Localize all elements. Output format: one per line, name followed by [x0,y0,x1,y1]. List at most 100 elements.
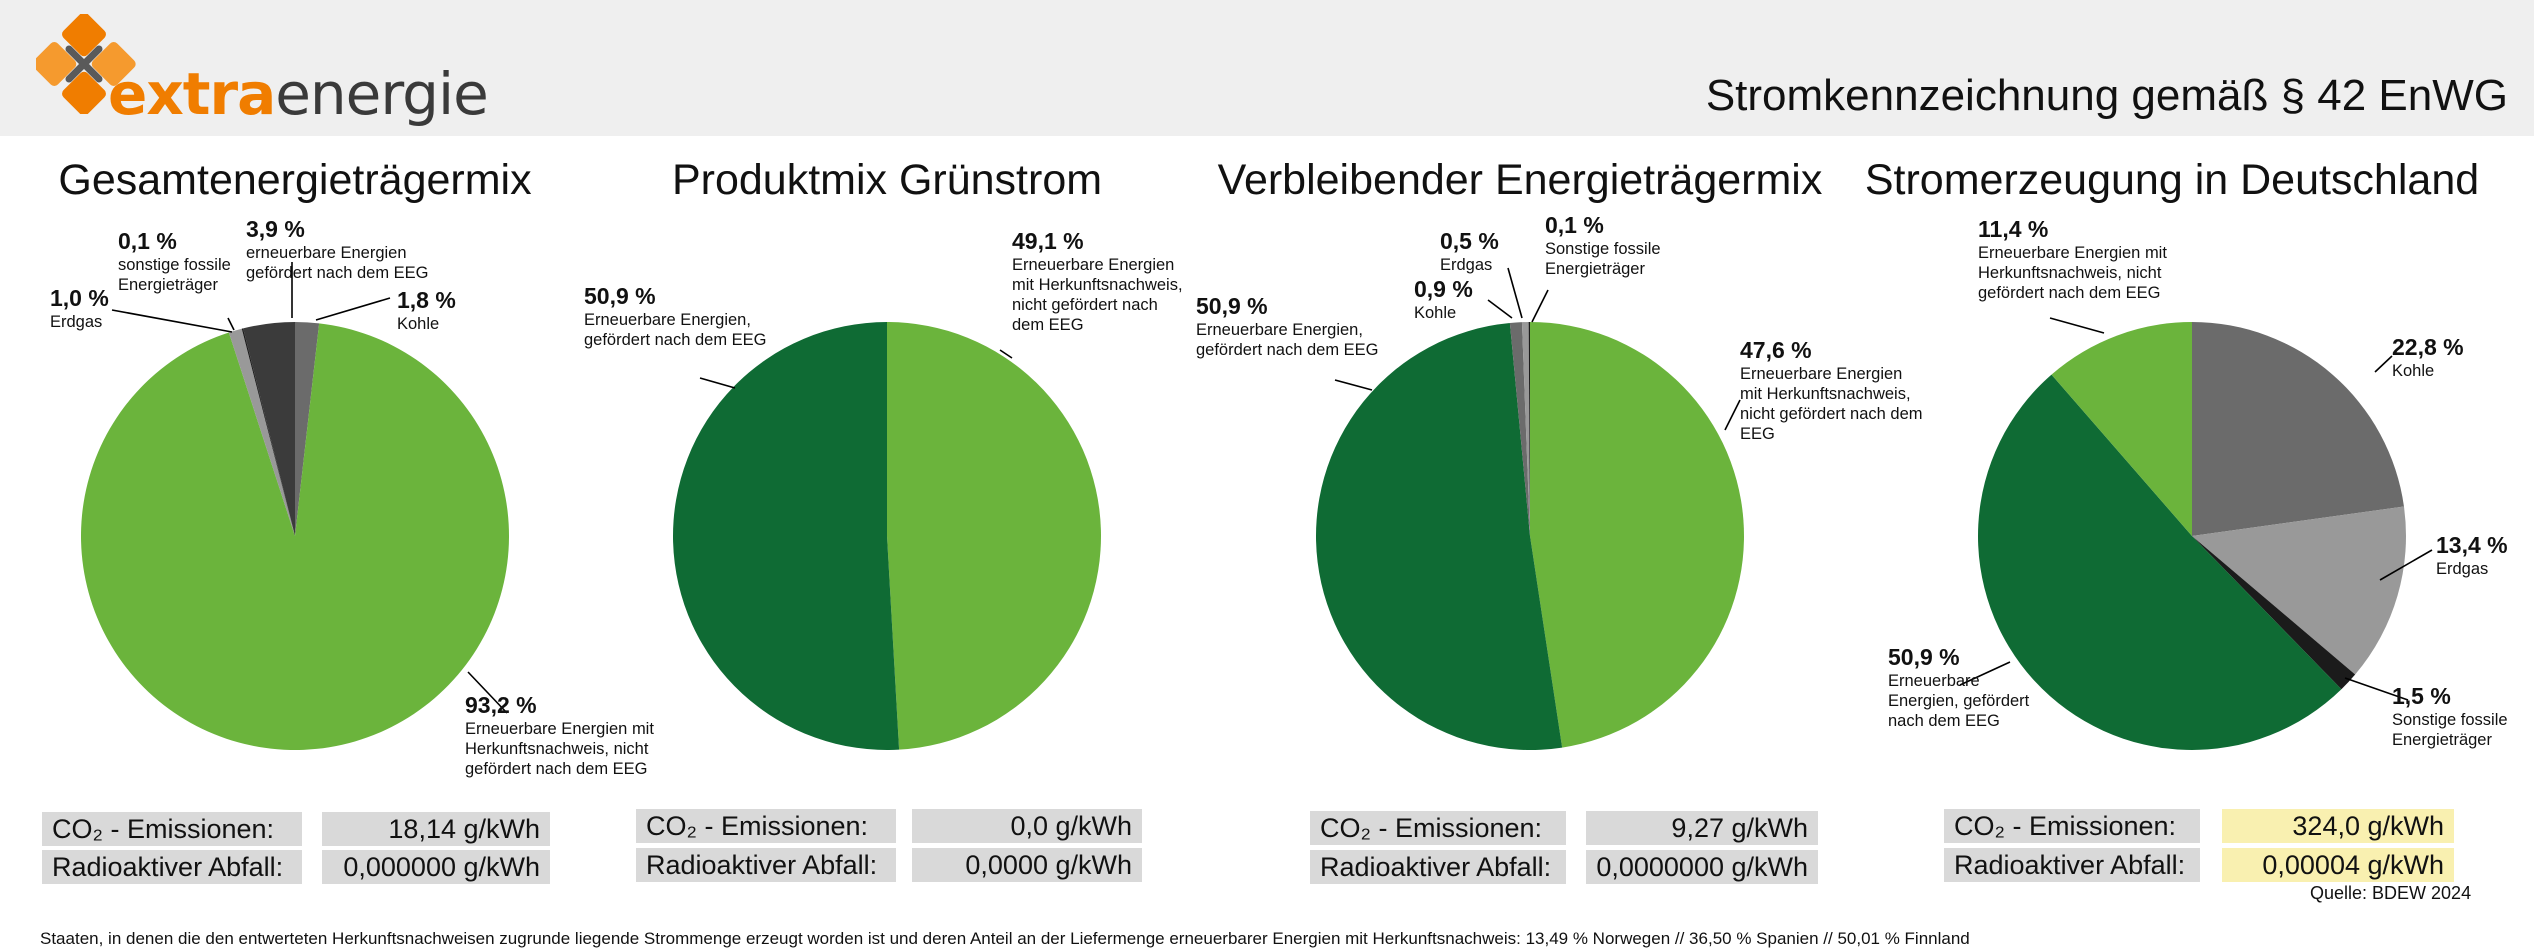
page-title: Stromkennzeichnung gemäß § 42 EnWG [1705,71,2508,120]
chart-title-gesamtmix: Gesamtenergieträgermix [58,156,532,204]
logo-text: extraenergie [108,60,489,128]
chart-title-produktmix: Produktmix Grünstrom [671,156,1103,204]
slice-label-desc: Erneuerbare Energien mit Herkunftsnachwe… [465,720,654,778]
co2-label-2: CO₂ - Emissionen: [636,809,896,843]
leader-line [699,377,736,389]
waste-label-4: Radioaktiver Abfall: [1944,848,2200,882]
waste-value-1: 0,000000 g/kWh [322,850,550,884]
label-eeg-2: 50,9 % Erneuerbare Energien, gefördert n… [584,283,784,350]
label-eeg-3: 50,9 % Erneuerbare Energien, gefördert n… [1196,293,1396,360]
slice-label-pct: 13,4 % [2436,532,2508,558]
pie-slice [1978,374,2342,750]
slice-label-desc: Kohle [1414,304,1457,322]
slice-label-pct: 93,2 % [465,692,537,718]
slice-label-desc: Erneuerbare Energien, gefördert nach dem… [1196,321,1379,359]
logo-icon [36,14,136,114]
pie-slice [295,322,320,536]
chart-title-deutschland: Stromerzeugung in Deutschland [1864,156,2480,204]
slice-label-pct: 3,9 % [246,216,305,242]
co2-value-4: 324,0 g/kWh [2222,809,2454,843]
logo: extraenergie [36,14,489,132]
slice-label-desc: erneuerbare Energien gefördert nach dem … [246,244,429,282]
slice-label-pct: 11,4 % [1978,216,2049,242]
label-erdgas-3: 0,5 % Erdgas [1440,228,1499,275]
slice-label-desc: Erdgas [50,313,103,331]
leader-line [2344,677,2409,701]
slice-label-pct: 50,9 % [1196,293,1268,319]
pie-gesamtmix [80,322,509,751]
slice-label-desc: Erdgas [1440,256,1493,274]
leader-line [227,317,235,331]
pie-slice [2192,322,2404,536]
pie-slice [672,322,900,751]
label-herkunft-2: 49,1 % Erneuerbare Energien mit Herkunft… [1012,228,1192,335]
pie-slice [243,322,295,536]
waste-value-4: 0,00004 g/kWh [2222,848,2454,882]
slice-label-desc: Erdgas [2436,560,2489,578]
chart-title-verbleibend: Verbleibender Energieträgermix [1217,156,1823,204]
pie-slice [2192,506,2406,675]
leader-line [1724,399,1741,431]
pie-slice [228,328,295,536]
leader-line [2374,355,2393,373]
co2-label-1: CO₂ - Emissionen: [42,812,302,846]
leader-line [315,297,391,321]
waste-value-3: 0,0000000 g/kWh [1586,850,1818,884]
slice-label-pct: 49,1 % [1012,228,1084,254]
pie-verbleibend [1315,322,1744,750]
leader-line [1334,379,1373,391]
leader-line [2379,549,2433,581]
label-eeg-4: 50,9 % Erneuerbare Energien, gefördert n… [1888,644,2048,731]
slice-label-pct: 50,9 % [1888,644,1960,670]
pie-slice [2051,322,2192,536]
pie-slice [2192,536,2356,690]
slice-label-pct: 22,8 % [2392,334,2464,360]
pie-slice [1315,322,1563,750]
leader-line [111,309,233,333]
co2-value-1: 18,14 g/kWh [322,812,550,846]
label-erdgas-1: 1,0 % Erdgas [50,285,109,332]
slice-label-pct: 47,6 % [1740,337,1812,363]
label-sonstige-4: 1,5 % Sonstige fossile Energieträger [2392,683,2522,750]
slice-label-desc: Erneuerbare Energien mit Herkunftsnachwe… [1740,365,1923,443]
pie-slice [241,328,295,536]
waste-value-2: 0,0000 g/kWh [912,848,1142,882]
pie-slice [1530,322,1744,748]
label-kohle-3: 0,9 % Kohle [1414,276,1473,323]
pie-slice [1509,322,1530,536]
slice-label-desc: Sonstige fossile Energieträger [1545,240,1661,278]
co2-label-3: CO₂ - Emissionen: [1310,811,1566,845]
label-erdgas-4: 13,4 % Erdgas [2436,532,2508,579]
slice-label-pct: 1,5 % [2392,683,2451,709]
pie-slice [1521,322,1530,536]
label-sonstige-3: 0,1 % Sonstige fossile Energieträger [1545,212,1675,279]
slice-label-desc: Sonstige fossile Energieträger [2392,711,2508,749]
label-herkunft-1: 93,2 % Erneuerbare Energien mit Herkunft… [465,692,695,779]
slice-label-pct: 0,5 % [1440,228,1499,254]
footnote: Staaten, in denen die den entwerteten He… [40,929,1970,948]
slice-label-desc: Erneuerbare Energien mit Herkunftsnachwe… [1978,244,2167,302]
pie-slice [80,323,509,751]
leader-line [467,671,508,714]
pie-deutschland [1978,322,2406,750]
slice-label-pct: 1,8 % [397,287,456,313]
leader-line [1959,661,2011,686]
slice-label-pct: 0,1 % [118,228,177,254]
slice-label-desc: Erneuerbare Energien, gefördert nach dem… [1888,672,2030,730]
slice-label-pct: 0,1 % [1545,212,1604,238]
leader-line [1487,299,1513,319]
leader-line [999,349,1013,359]
slice-label-desc: Kohle [2392,362,2435,380]
co2-value-2: 0,0 g/kWh [912,809,1142,843]
label-sonstige-1: 0,1 % sonstige fossile Energieträger [118,228,253,295]
co2-label-4: CO₂ - Emissionen: [1944,809,2200,843]
slice-label-pct: 0,9 % [1414,276,1473,302]
pie-produktmix [672,322,1101,751]
pie-slice [1528,322,1530,536]
slice-label-pct: 50,9 % [584,283,656,309]
slice-label-pct: 1,0 % [50,285,109,311]
leader-line [2049,317,2105,334]
label-herkunft-4: 11,4 % Erneuerbare Energien mit Herkunft… [1978,216,2168,303]
slice-label-desc: Erneuerbare Energien, gefördert nach dem… [584,311,767,349]
